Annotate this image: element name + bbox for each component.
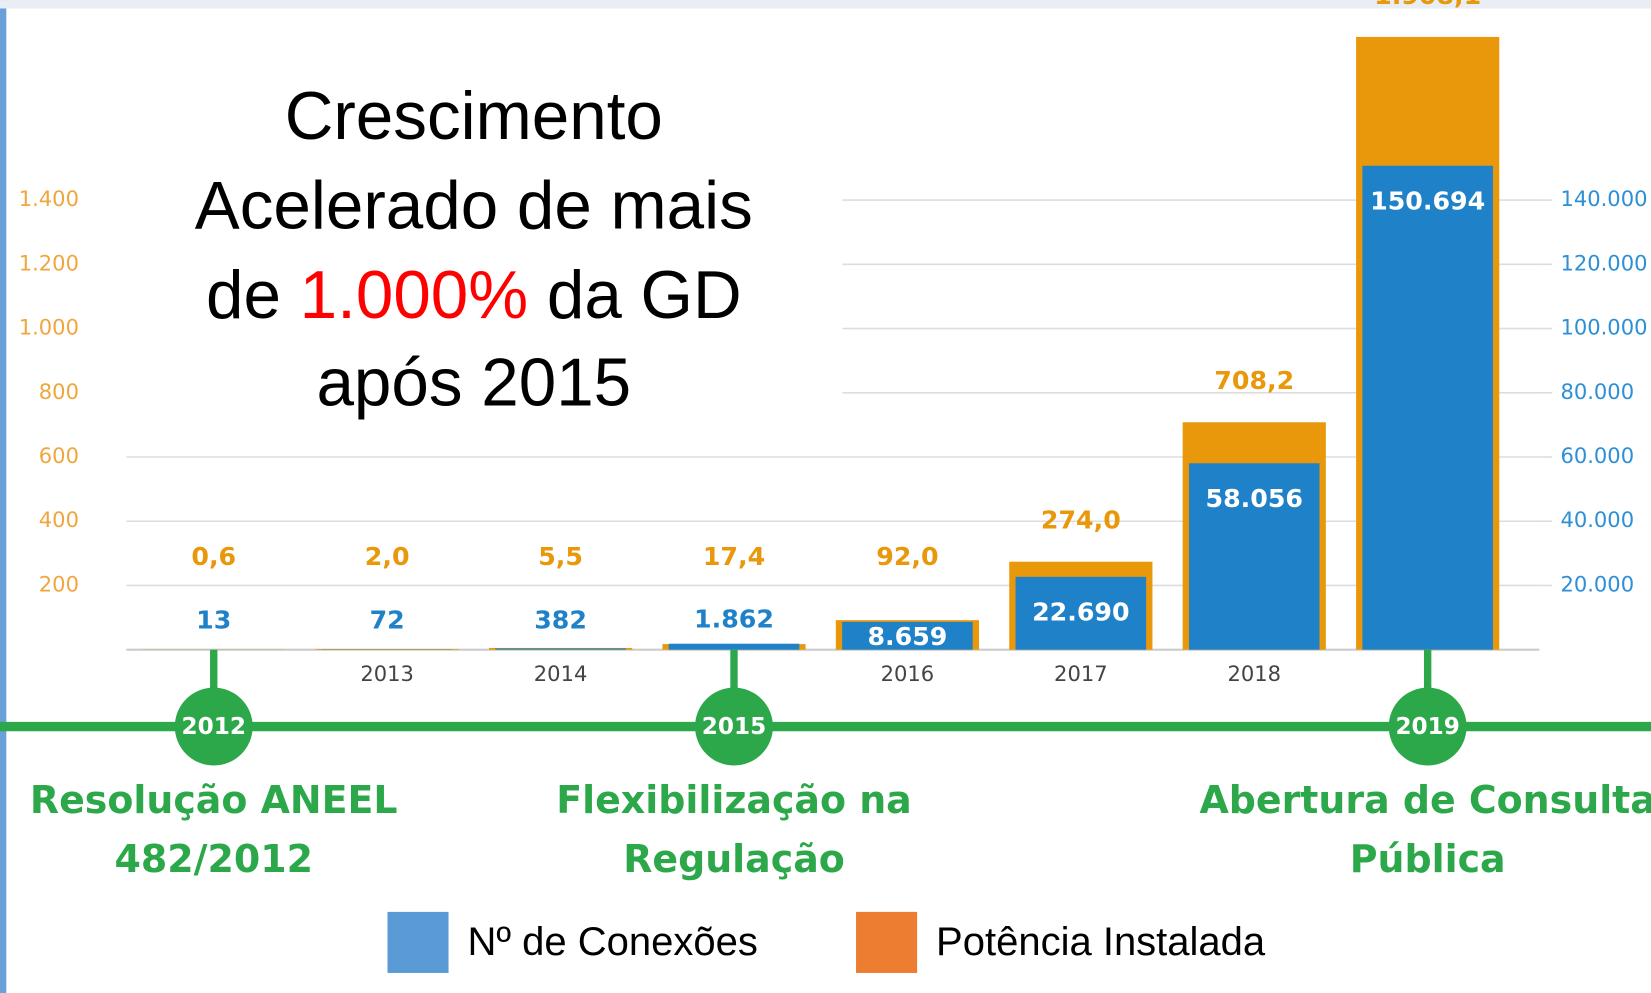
value-label-conexoes: 150.694	[1370, 187, 1485, 216]
legend-label: Potência Instalada	[936, 920, 1266, 964]
title-line: Crescimento	[285, 79, 663, 154]
milestone-label: Resolução ANEEL	[30, 778, 398, 822]
y-tick-label: 800	[39, 379, 79, 404]
value-label-potencia: 274,0	[1041, 506, 1121, 535]
y-tick-label: 600	[39, 443, 79, 468]
y2-tick-label: 20.000	[1560, 571, 1634, 596]
title-backdrop	[126, 84, 843, 432]
value-label-potencia: 92,0	[876, 542, 938, 571]
x-tick-label: 2013	[360, 661, 414, 686]
y2-tick-label: 120.000	[1560, 250, 1647, 275]
y2-tick-label: 100.000	[1560, 315, 1647, 340]
legend-label: Nº de Conexões	[468, 920, 758, 964]
bar-conexoes	[495, 648, 626, 650]
y2-tick-label: 140.000	[1560, 186, 1647, 211]
bar-conexoes	[1188, 463, 1320, 650]
milestone-label: Flexibilização na	[556, 778, 912, 822]
bar-conexoes	[1015, 576, 1147, 650]
value-label-potencia: 5,5	[538, 542, 583, 571]
bar-conexoes	[1362, 165, 1493, 650]
value-label-potencia: 17,4	[703, 542, 765, 571]
x-tick-label: 2018	[1227, 661, 1281, 686]
y2-tick-label: 80.000	[1560, 379, 1634, 404]
value-label-conexoes: 8.659	[867, 622, 947, 651]
timeline-node	[1388, 687, 1467, 766]
title-line: Acelerado de mais	[195, 168, 753, 243]
timeline-node	[695, 687, 773, 766]
y-tick-label: 200	[39, 571, 79, 596]
y-tick-label: 1.400	[19, 186, 79, 211]
value-label-potencia: 708,2	[1214, 366, 1294, 395]
milestone-year: 2012	[182, 714, 246, 740]
milestone-year: 2015	[702, 714, 766, 740]
milestone-year: 2019	[1395, 714, 1459, 740]
milestone-label: Abertura de Consulta	[1199, 778, 1651, 822]
value-label-potencia: 0,6	[191, 542, 236, 571]
title-highlight: 1.000%	[300, 258, 529, 333]
value-label-conexoes: 22.690	[1032, 598, 1130, 627]
bar-conexoes	[668, 643, 800, 650]
y2-tick-label: 40.000	[1560, 507, 1634, 532]
x-tick-label: 2016	[881, 661, 935, 686]
value-label-potencia: 1.908,1	[1374, 0, 1481, 10]
value-label-conexoes: 72	[370, 605, 405, 634]
bar-potencia	[315, 649, 459, 650]
legend-swatch	[387, 911, 449, 973]
y-tick-label: 1.200	[19, 250, 79, 275]
y-tick-label: 400	[39, 507, 79, 532]
milestone-label: Regulação	[623, 837, 845, 881]
milestone-label: 482/2012	[115, 837, 313, 881]
title-line: de 1.000% da GD	[206, 258, 742, 333]
title-line: após 2015	[316, 345, 631, 420]
value-label-potencia: 2,0	[365, 542, 410, 571]
milestone-label: Pública	[1350, 837, 1506, 881]
marks	[142, 36, 1500, 650]
bar-conexoes	[842, 621, 973, 650]
legend-swatch	[856, 911, 918, 973]
title-part: de	[206, 258, 300, 333]
title-part: da GD	[528, 258, 741, 333]
y2-tick-label: 60.000	[1560, 443, 1634, 468]
y-tick-label: 1.000	[19, 315, 79, 340]
left-edge	[0, 0, 7, 993]
x-tick-label: 2017	[1054, 661, 1108, 686]
value-label-conexoes: 1.862	[694, 605, 774, 634]
top-edge	[0, 0, 1651, 9]
timeline-node	[174, 687, 253, 766]
value-label-conexoes: 13	[196, 605, 231, 634]
x-tick-label: 2014	[534, 661, 588, 686]
value-label-conexoes: 382	[534, 605, 587, 634]
value-label-conexoes: 58.056	[1206, 484, 1304, 513]
